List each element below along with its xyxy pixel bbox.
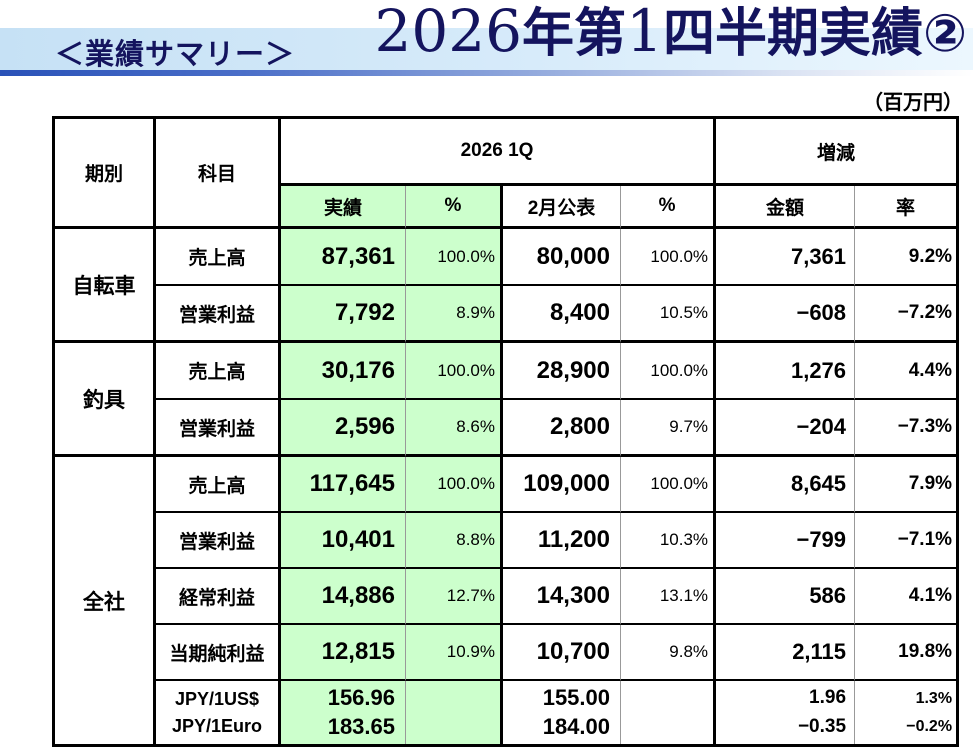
feb-pct: 100.0% xyxy=(621,457,717,513)
section-label: ＜業績サマリー＞ xyxy=(55,39,296,71)
fx-actual-pct-empty xyxy=(406,681,503,744)
feb-pct: 100.0% xyxy=(621,229,717,286)
header-actual-pct: % xyxy=(406,186,503,229)
feb-pct: 9.8% xyxy=(621,625,717,681)
table-row: 全社 売上高 117,645 100.0% 109,000 100.0% 8,6… xyxy=(55,457,957,744)
period-cell: 自転車 xyxy=(55,229,156,343)
feb-value: 28,900 xyxy=(503,343,621,400)
header-rate: 率 xyxy=(855,186,957,229)
title-suffix: 四半期実績② xyxy=(662,5,967,63)
table-row: 営業利益 2,596 8.6% 2,800 9.7% −204 −7.3% xyxy=(55,400,957,457)
amount-value: 2,115 xyxy=(716,625,856,681)
actual-value: 14,886 xyxy=(281,569,406,625)
actual-value: 2,596 xyxy=(281,400,406,457)
actual-pct: 100.0% xyxy=(406,229,503,286)
table-row: 営業利益 7,792 8.9% 8,400 10.5% −608 −7.2% xyxy=(55,286,957,343)
actual-pct: 100.0% xyxy=(406,457,503,513)
period-cell: 釣具 xyxy=(55,343,156,457)
table-row: 自転車 売上高 87,361 100.0% 80,000 100.0% 7,36… xyxy=(55,229,957,343)
rate-value: −7.3% xyxy=(855,400,957,457)
amount-value: 586 xyxy=(716,569,856,625)
feb-value: 2,800 xyxy=(503,400,621,457)
rate-value: 7.9% xyxy=(855,457,957,513)
header-feb: 2月公表 xyxy=(503,186,621,229)
actual-value: 7,792 xyxy=(281,286,406,343)
item-cell: 経常利益 xyxy=(156,569,281,625)
header-rule-line xyxy=(0,70,973,76)
actual-pct: 8.6% xyxy=(406,400,503,457)
header-band xyxy=(0,28,973,70)
feb-value: 14,300 xyxy=(503,569,621,625)
feb-pct: 9.7% xyxy=(621,400,717,457)
actual-pct: 8.8% xyxy=(406,513,503,569)
title-nen-dai: 年第 xyxy=(522,5,627,63)
item-cell: 売上高 xyxy=(156,457,281,513)
period-cell: 全社 xyxy=(55,457,156,744)
feb-pct: 10.5% xyxy=(621,286,717,343)
feb-value: 8,400 xyxy=(503,286,621,343)
rate-value: 9.2% xyxy=(855,229,957,286)
fx-actual-values: 156.96 183.65 xyxy=(281,681,406,744)
table-row: 経常利益 14,886 12.7% 14,300 13.1% 586 4.1% xyxy=(55,569,957,625)
feb-pct: 100.0% xyxy=(621,343,717,400)
actual-value: 12,815 xyxy=(281,625,406,681)
amount-value: 1,276 xyxy=(716,343,856,400)
actual-pct: 10.9% xyxy=(406,625,503,681)
fx-item-cell: JPY/1US$ JPY/1Euro xyxy=(156,681,281,744)
actual-value: 87,361 xyxy=(281,229,406,286)
rate-value: 4.1% xyxy=(855,569,957,625)
feb-value: 10,700 xyxy=(503,625,621,681)
item-cell: 売上高 xyxy=(156,343,281,400)
title-quarter-num: 1 xyxy=(626,0,663,65)
actual-value: 30,176 xyxy=(281,343,406,400)
unit-note: （百万円） xyxy=(863,92,963,114)
actual-value: 10,401 xyxy=(281,513,406,569)
fx-feb-values: 155.00 184.00 xyxy=(503,681,621,744)
rate-value: −7.1% xyxy=(855,513,957,569)
rate-value: 4.4% xyxy=(855,343,957,400)
feb-value: 80,000 xyxy=(503,229,621,286)
title-year: 2026 xyxy=(374,0,523,65)
actual-pct: 8.9% xyxy=(406,286,503,343)
item-cell: 売上高 xyxy=(156,229,281,286)
actual-pct: 12.7% xyxy=(406,569,503,625)
fx-amount-values: 1.96 −0.35 xyxy=(716,681,856,744)
rate-value: 19.8% xyxy=(855,625,957,681)
amount-value: −799 xyxy=(716,513,856,569)
amount-value: −608 xyxy=(716,286,856,343)
header-group-change: 増減 xyxy=(716,119,957,186)
feb-pct: 10.3% xyxy=(621,513,717,569)
rate-value: −7.2% xyxy=(855,286,957,343)
amount-value: −204 xyxy=(716,400,856,457)
fx-feb-pct-empty xyxy=(621,681,717,744)
fx-rate-row: JPY/1US$ JPY/1Euro 156.96 183.65 155.00 … xyxy=(55,681,956,744)
amount-value: 8,645 xyxy=(716,457,856,513)
item-cell: 営業利益 xyxy=(156,400,281,457)
fx-rate-values: 1.3% −0.2% xyxy=(906,689,953,735)
feb-value: 109,000 xyxy=(503,457,621,513)
header-group-2026-1q: 2026 1Q xyxy=(281,119,717,186)
header-actual: 実績 xyxy=(281,186,406,229)
actual-value: 117,645 xyxy=(281,457,406,513)
item-cell: 当期純利益 xyxy=(156,625,281,681)
table-row: 営業利益 10,401 8.8% 11,200 10.3% −799 −7.1% xyxy=(55,513,957,569)
page-title: 2026年第1四半期実績② xyxy=(374,2,967,60)
header-item: 科目 xyxy=(156,119,281,229)
fx-usd-label: JPY/1US$ xyxy=(174,689,260,710)
header-feb-pct: % xyxy=(621,186,717,229)
item-cell: 営業利益 xyxy=(156,513,281,569)
header-amount: 金額 xyxy=(716,186,856,229)
header-period: 期別 xyxy=(55,119,156,229)
actual-pct: 100.0% xyxy=(406,343,503,400)
fx-euro-label: JPY/1Euro xyxy=(171,715,263,736)
feb-pct: 13.1% xyxy=(621,569,717,625)
table-row: 釣具 売上高 30,176 100.0% 28,900 100.0% 1,276… xyxy=(55,343,957,457)
item-cell: 営業利益 xyxy=(156,286,281,343)
table-row: 当期純利益 12,815 10.9% 10,700 9.8% 2,115 19.… xyxy=(55,625,957,681)
feb-value: 11,200 xyxy=(503,513,621,569)
amount-value: 7,361 xyxy=(716,229,856,286)
results-table: 期別 科目 2026 1Q 増減 実績 % 2月公表 % 金額 率 自転車 売上… xyxy=(52,116,960,747)
